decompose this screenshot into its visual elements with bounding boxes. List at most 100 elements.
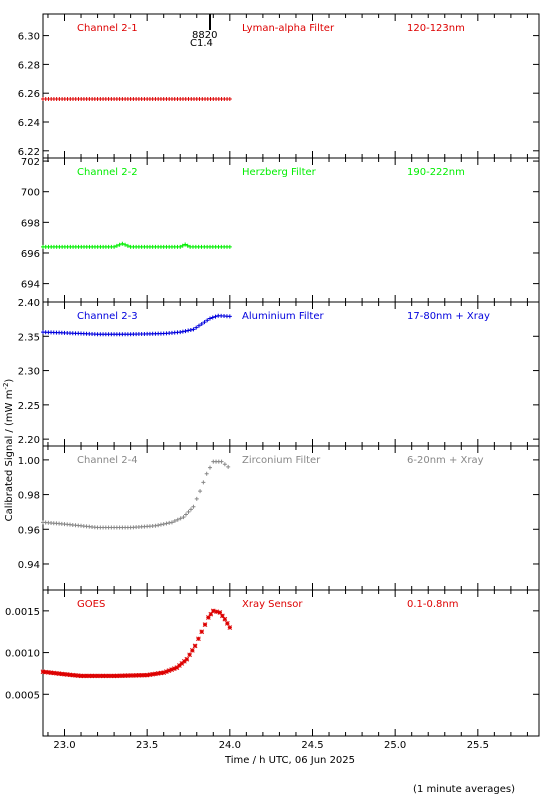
event-label-top: 8820	[192, 30, 217, 41]
data-point	[199, 629, 205, 635]
panel-channel-label: Channel 2-3	[77, 311, 138, 322]
data-point	[178, 516, 183, 521]
panel-band-label: 6-20nm + Xray	[407, 455, 484, 466]
y-tick-label: 6.24	[18, 118, 40, 129]
data-point	[114, 673, 120, 679]
data-point	[208, 611, 214, 617]
data-point	[202, 622, 208, 627]
data-point	[46, 670, 51, 675]
data-point	[43, 669, 49, 675]
data-point	[227, 314, 232, 319]
data-point	[117, 242, 122, 247]
panel-filter-label: Herzberg Filter	[242, 167, 317, 178]
data-point	[78, 673, 84, 679]
data-point	[186, 509, 191, 514]
data-point	[164, 521, 169, 526]
data-point	[166, 668, 172, 673]
data-point	[196, 636, 201, 642]
y-tick-label: 700	[21, 188, 40, 199]
data-point	[198, 489, 203, 494]
data-point	[108, 673, 114, 679]
data-point	[192, 643, 198, 649]
x-tick-label: 23.0	[53, 740, 75, 751]
y-tick-label: 6.28	[18, 60, 40, 71]
panel-band-label: 0.1-0.8nm	[407, 599, 459, 610]
data-point	[81, 673, 87, 679]
y-tick-label: 2.25	[18, 401, 40, 412]
y-axis-label-close: )	[4, 379, 15, 383]
data-point	[181, 515, 186, 520]
data-point	[194, 325, 199, 330]
data-point	[169, 520, 174, 525]
data-point	[142, 672, 147, 678]
data-point	[169, 667, 174, 672]
data-point	[174, 665, 180, 670]
data-point	[155, 671, 161, 676]
data-point	[214, 609, 219, 615]
data-point	[186, 328, 191, 333]
data-point	[196, 323, 201, 328]
data-point	[207, 465, 212, 470]
panel-filter-label: Zirconium Filter	[242, 455, 321, 466]
data-point	[191, 327, 196, 332]
data-point	[177, 663, 182, 668]
data-point	[205, 615, 211, 620]
data-point	[199, 321, 204, 326]
y-tick-label: 0.0010	[5, 649, 40, 660]
x-tick-label: 23.5	[136, 740, 158, 751]
panel-channel-label: Channel 2-4	[77, 455, 138, 466]
y-tick-label: 696	[21, 249, 40, 260]
data-point	[158, 670, 164, 676]
data-point	[95, 673, 100, 679]
data-point	[153, 523, 158, 528]
data-point	[59, 671, 65, 677]
panel-filter-label: Aluminium Filter	[242, 311, 325, 322]
data-point	[73, 673, 78, 678]
data-point	[161, 522, 166, 527]
series-markers	[41, 241, 232, 249]
data-point	[180, 329, 185, 334]
data-point	[222, 462, 227, 467]
panels-group: 6.22 6.24 6.26 6.28 6.30 Channel 2-1 Lyman-alp…	[5, 13, 540, 751]
data-point	[40, 669, 46, 675]
y-tick-label: 2.20	[18, 435, 40, 446]
panel-band-label: 17-80nm + Xray	[407, 311, 490, 322]
x-axis-label: Time / h UTC, 06 Jun 2025	[224, 755, 355, 766]
data-point	[161, 670, 167, 675]
data-point	[227, 244, 232, 249]
data-point	[122, 673, 128, 679]
y-tick-label: 1.00	[18, 456, 40, 467]
panel-5: 0.0005 0.0010 0.0015 GOES Xray Sensor 0.1-0.8…	[5, 589, 540, 737]
panel-frame	[42, 13, 540, 159]
y-tick-label: 2.30	[18, 367, 40, 378]
data-point	[188, 327, 193, 332]
data-point	[187, 652, 192, 658]
panel-filter-label: Lyman-alpha Filter	[242, 23, 335, 34]
data-point	[207, 316, 212, 321]
data-point	[89, 673, 95, 679]
data-point	[92, 673, 98, 679]
data-point	[75, 673, 81, 679]
data-point	[178, 330, 183, 335]
data-point	[64, 672, 70, 677]
data-point	[120, 673, 125, 679]
data-point	[194, 496, 199, 501]
panel-2: 694 696 698 700 702 Channel 2-2 Herzberg Filte…	[21, 157, 540, 303]
data-point	[153, 671, 158, 677]
y-tick-label: 0.0005	[5, 690, 40, 701]
data-point	[106, 673, 111, 679]
event-label-bottom: C1.4	[190, 38, 213, 49]
data-point	[226, 464, 231, 469]
data-point	[183, 329, 188, 334]
data-point	[188, 507, 193, 512]
data-point	[210, 315, 215, 320]
data-point	[97, 673, 103, 679]
data-point	[210, 608, 216, 614]
data-point	[220, 613, 225, 619]
data-point	[150, 671, 156, 677]
data-point	[136, 672, 142, 678]
panel-channel-label: Channel 2-1	[77, 23, 138, 34]
series-markers	[40, 608, 233, 679]
panel-channel-label: GOES	[77, 599, 105, 610]
